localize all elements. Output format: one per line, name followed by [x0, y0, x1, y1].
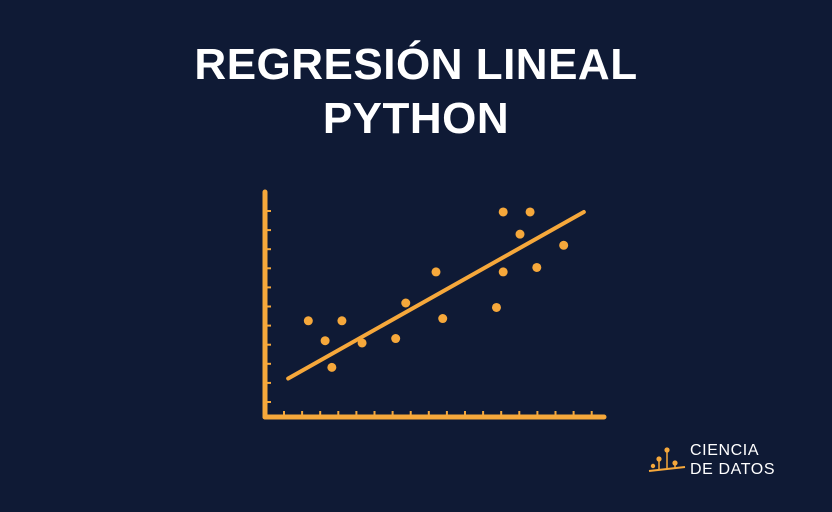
- data-point: [401, 298, 411, 308]
- y-axis-ticks: [265, 210, 271, 403]
- data-points-logo-icon: [648, 447, 686, 472]
- data-point: [431, 267, 441, 277]
- title-line-1: REGRESIÓN LINEAL: [194, 40, 638, 89]
- data-point: [320, 336, 330, 346]
- data-point: [525, 207, 535, 217]
- data-point: [498, 267, 508, 277]
- data-point: [515, 229, 525, 239]
- data-point: [327, 362, 337, 372]
- data-point: [498, 207, 508, 217]
- data-points: [303, 207, 569, 372]
- brand-line-2: DE DATOS: [690, 461, 776, 478]
- page-title: REGRESIÓN LINEAL PYTHON: [0, 38, 832, 146]
- brand-name: CIENCIA DE DATOS: [690, 441, 775, 479]
- brand-line-1: CIENCIA: [690, 442, 760, 459]
- data-point: [532, 262, 542, 272]
- title-line-2: PYTHON: [322, 94, 510, 143]
- data-point: [303, 316, 313, 326]
- brand-logo: CIENCIA DE DATOS: [647, 441, 797, 481]
- data-point: [391, 334, 401, 344]
- trend-line: [286, 209, 586, 381]
- data-point: [559, 240, 569, 250]
- data-point: [357, 338, 367, 348]
- data-point: [337, 316, 347, 326]
- data-point: [491, 302, 501, 312]
- axes: [262, 189, 607, 420]
- data-point: [438, 314, 448, 324]
- x-axis-ticks: [283, 411, 593, 417]
